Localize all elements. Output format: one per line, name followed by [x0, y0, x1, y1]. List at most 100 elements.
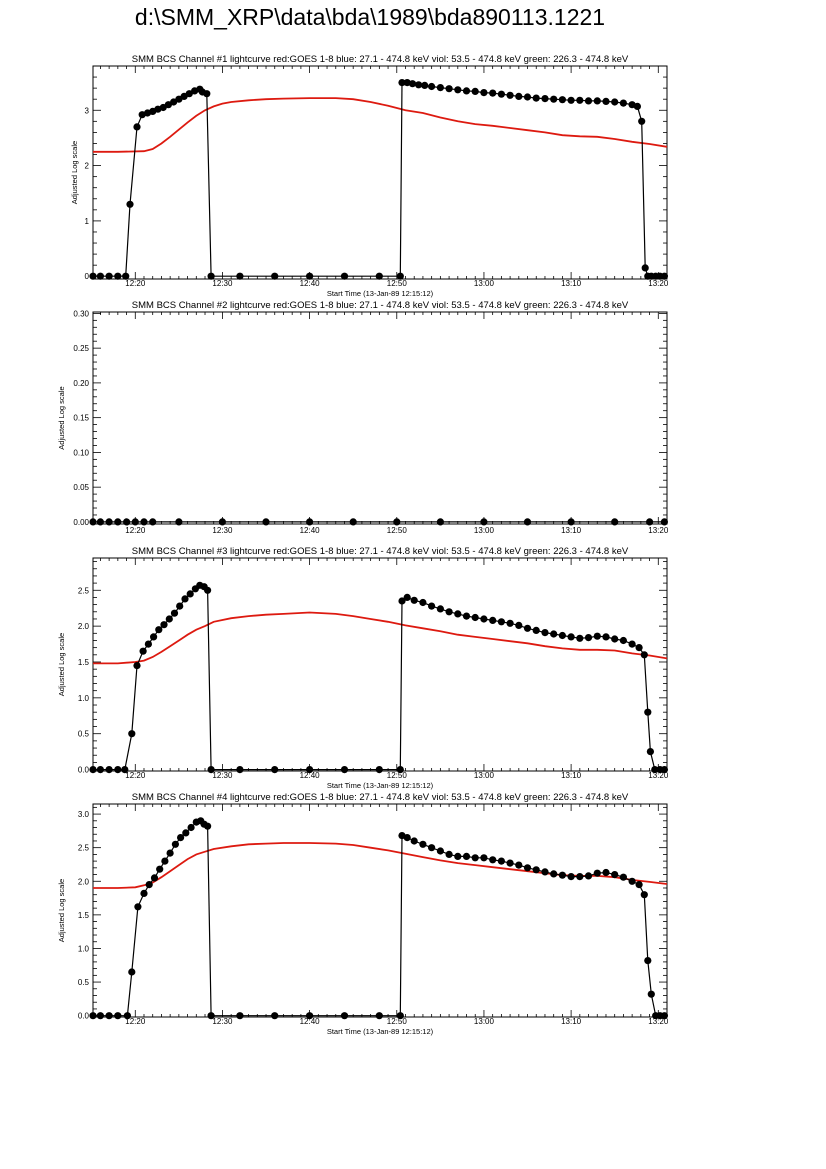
bcs-data-point [349, 518, 357, 526]
bcs-data-point [340, 272, 349, 280]
bcs-data-point [644, 957, 652, 965]
bcs-data-point [567, 518, 575, 526]
bcs-data-point [646, 518, 654, 526]
x-tick-label: 13:00 [474, 279, 495, 288]
bcs-data-point [462, 612, 471, 620]
bcs-data-point [170, 98, 178, 106]
bcs-data-point [121, 766, 129, 774]
bcs-data-point [454, 852, 462, 861]
bcs-data-point [204, 822, 212, 830]
bcs-data-point [306, 518, 314, 526]
bcs-data-point [145, 881, 153, 889]
chart-panel-4: SMM BCS Channel #4 lightcurve red:GOES 1… [57, 792, 669, 1036]
y-tick-label: 0.0 [78, 766, 90, 775]
y-tick-label: 2.5 [78, 586, 90, 595]
bcs-data-point [96, 1012, 104, 1020]
bcs-data-point [160, 621, 168, 629]
bcs-data-point [218, 518, 226, 526]
bcs-data-point [340, 766, 349, 774]
page-title: d:\SMM_XRP\data\bda\1989\bda890113.1221 [134, 4, 606, 30]
x-axis-label: Start Time (13-Jan-89 12:15:12) [327, 1027, 434, 1036]
bcs-data-point [419, 598, 427, 607]
x-tick-label: 12:30 [212, 526, 233, 535]
bcs-data-point [207, 1012, 215, 1020]
x-tick-label: 12:20 [125, 771, 146, 780]
bcs-data-point [471, 613, 479, 622]
bcs-data-point [602, 633, 610, 641]
x-tick-label: 12:50 [387, 279, 408, 288]
bcs-data-point [602, 97, 610, 105]
bcs-data-point [140, 518, 148, 526]
x-tick-label: 13:10 [561, 771, 582, 780]
bcs-data-point [436, 84, 444, 92]
bcs-data-point [445, 850, 453, 859]
bcs-data-point [144, 640, 152, 648]
bcs-data-point [489, 856, 497, 864]
bcs-data-point [541, 95, 549, 103]
bcs-data-point [638, 117, 646, 125]
bcs-data-point [123, 1012, 131, 1020]
bcs-data-point [114, 766, 122, 774]
x-tick-label: 13:20 [648, 771, 669, 780]
bcs-data-point [408, 80, 417, 88]
y-tick-label: 0.05 [73, 483, 89, 492]
bcs-data-point [89, 272, 97, 280]
bcs-data-point [207, 272, 215, 280]
bcs-data-point [133, 123, 141, 131]
bcs-data-point [584, 872, 593, 880]
x-tick-label: 12:30 [212, 1017, 233, 1026]
y-axis-label: Adjusted Log scale [57, 879, 66, 942]
bcs-data-point [187, 823, 195, 832]
bcs-data-point [541, 868, 549, 876]
bcs-data-point [185, 90, 193, 98]
x-axis-label: Start Time (13-Jan-89 12:15:12) [327, 289, 434, 298]
y-tick-label: 0.15 [73, 414, 89, 423]
bcs-data-point [181, 595, 189, 603]
y-tick-label: 1.0 [78, 944, 90, 953]
bcs-data-point [134, 903, 142, 911]
goes-series-line [93, 842, 667, 889]
bcs-data-point [410, 596, 418, 604]
bcs-data-point [155, 626, 163, 634]
y-tick-label: 1.5 [78, 911, 90, 920]
x-tick-label: 13:10 [561, 1017, 582, 1026]
bcs-data-point [635, 644, 643, 652]
bcs-data-point [131, 518, 139, 526]
bcs-data-point [497, 90, 505, 98]
chart-title: SMM BCS Channel #2 lightcurve red:GOES 1… [132, 300, 629, 311]
bcs-data-point [89, 766, 97, 774]
x-tick-label: 12:40 [300, 526, 321, 535]
bcs-data-point [403, 834, 411, 842]
bcs-data-point [114, 272, 122, 280]
bcs-data-point [170, 609, 179, 617]
bcs-data-point [375, 272, 383, 280]
bcs-data-point [171, 840, 179, 848]
y-tick-label: 2.0 [78, 877, 90, 886]
bcs-data-point [611, 98, 619, 106]
bcs-data-point [523, 93, 532, 101]
bcs-data-point [593, 869, 601, 877]
x-tick-label: 13:00 [474, 1017, 495, 1026]
bcs-data-point [398, 79, 406, 87]
bcs-data-point [139, 647, 147, 655]
bcs-data-point [262, 518, 270, 526]
bcs-data-point [175, 518, 183, 526]
bcs-data-point [375, 766, 383, 774]
bcs-data-point [454, 610, 462, 618]
bcs-data-point [393, 518, 401, 526]
y-tick-label: 2 [85, 162, 90, 171]
bcs-data-point [515, 92, 523, 100]
bcs-data-point [497, 857, 505, 865]
bcs-data-point [515, 621, 523, 630]
bcs-data-point [523, 518, 532, 526]
bcs-data-point [644, 708, 652, 716]
bcs-data-point [550, 870, 558, 878]
bcs-data-point [660, 272, 669, 280]
y-tick-label: 0.20 [73, 379, 89, 388]
y-tick-label: 0.25 [73, 344, 89, 353]
y-axis-label: Adjusted Log scale [57, 633, 66, 696]
bcs-data-point [150, 633, 158, 641]
bcs-data-point [641, 264, 649, 272]
bcs-data-point [646, 748, 655, 756]
bcs-data-point [445, 608, 453, 616]
